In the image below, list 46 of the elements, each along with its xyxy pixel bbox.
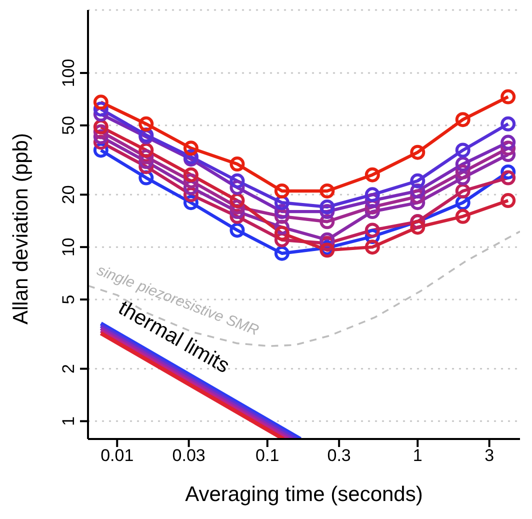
y-tick-label: 20: [59, 185, 78, 204]
x-tick-label: 0.01: [100, 446, 134, 466]
point: [93, 94, 108, 110]
point: [230, 193, 245, 208]
point: [274, 226, 290, 241]
point: [455, 183, 470, 198]
y-tick-label: 100: [59, 58, 78, 88]
point: [410, 220, 426, 235]
point: [138, 142, 154, 158]
y-tick-label: 2: [59, 364, 78, 374]
point: [320, 199, 335, 214]
point: [500, 134, 516, 150]
point: [500, 193, 516, 208]
point: [138, 116, 154, 132]
x-tick-label: 0.1: [256, 446, 280, 466]
point: [455, 208, 470, 224]
point: [455, 142, 470, 158]
y-tick-label: 5: [59, 294, 78, 304]
point: [410, 173, 426, 188]
point: [183, 140, 198, 156]
point: [183, 167, 198, 182]
point: [230, 156, 245, 172]
point: [274, 246, 290, 261]
point: [500, 116, 516, 132]
y-tick-label: 10: [59, 238, 78, 257]
x-axis-title: Averaging time (seconds): [185, 483, 423, 506]
point: [455, 156, 470, 172]
point: [364, 167, 380, 182]
y-axis-title: Allan deviation (ppb): [9, 133, 32, 324]
point: [364, 222, 380, 238]
y-tick-label: 1: [59, 416, 78, 426]
point: [320, 183, 335, 198]
point: [230, 222, 245, 238]
x-tick-label: 1: [412, 446, 422, 466]
point: [230, 173, 245, 188]
point: [364, 240, 380, 255]
point: [500, 170, 516, 186]
x-tick-label: 3: [484, 446, 494, 466]
point: [410, 144, 426, 160]
point: [455, 112, 470, 128]
point: [500, 89, 516, 104]
x-tick-label: 0.3: [327, 446, 351, 466]
x-tick-label: 0.03: [172, 446, 206, 466]
point: [274, 183, 290, 198]
y-tick-label: 50: [59, 116, 78, 135]
point: [364, 187, 380, 202]
